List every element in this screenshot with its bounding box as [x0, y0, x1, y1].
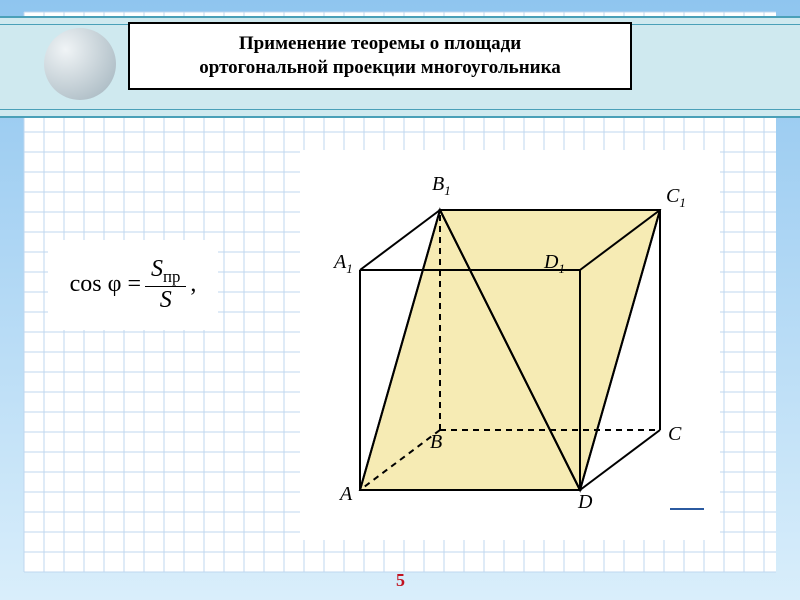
formula-trailing: , — [190, 271, 196, 298]
sphere-icon — [44, 28, 116, 100]
page-number: 5 — [396, 570, 405, 591]
svg-text:A: A — [338, 483, 353, 505]
formula-box: cos φ = Sпр S , — [48, 240, 218, 330]
formula-fraction: Sпр S — [145, 256, 186, 315]
underline-dash — [670, 508, 704, 510]
formula-den: S — [160, 287, 172, 313]
formula-cos: cos φ = — [70, 271, 141, 298]
title-line2: ортогональной проекции многоугольника — [199, 57, 561, 78]
svg-text:C: C — [668, 423, 682, 445]
svg-text:B: B — [430, 431, 442, 453]
cube-diagram: ABCDA1B1C1D1 — [300, 150, 720, 540]
title-line1: Применение теоремы о площади — [239, 33, 521, 54]
formula-num-sub: пр — [163, 266, 180, 285]
formula-num: S — [151, 256, 163, 282]
title-box: Применение теоремы о площади ортогональн… — [128, 22, 632, 90]
svg-text:D: D — [577, 491, 593, 513]
